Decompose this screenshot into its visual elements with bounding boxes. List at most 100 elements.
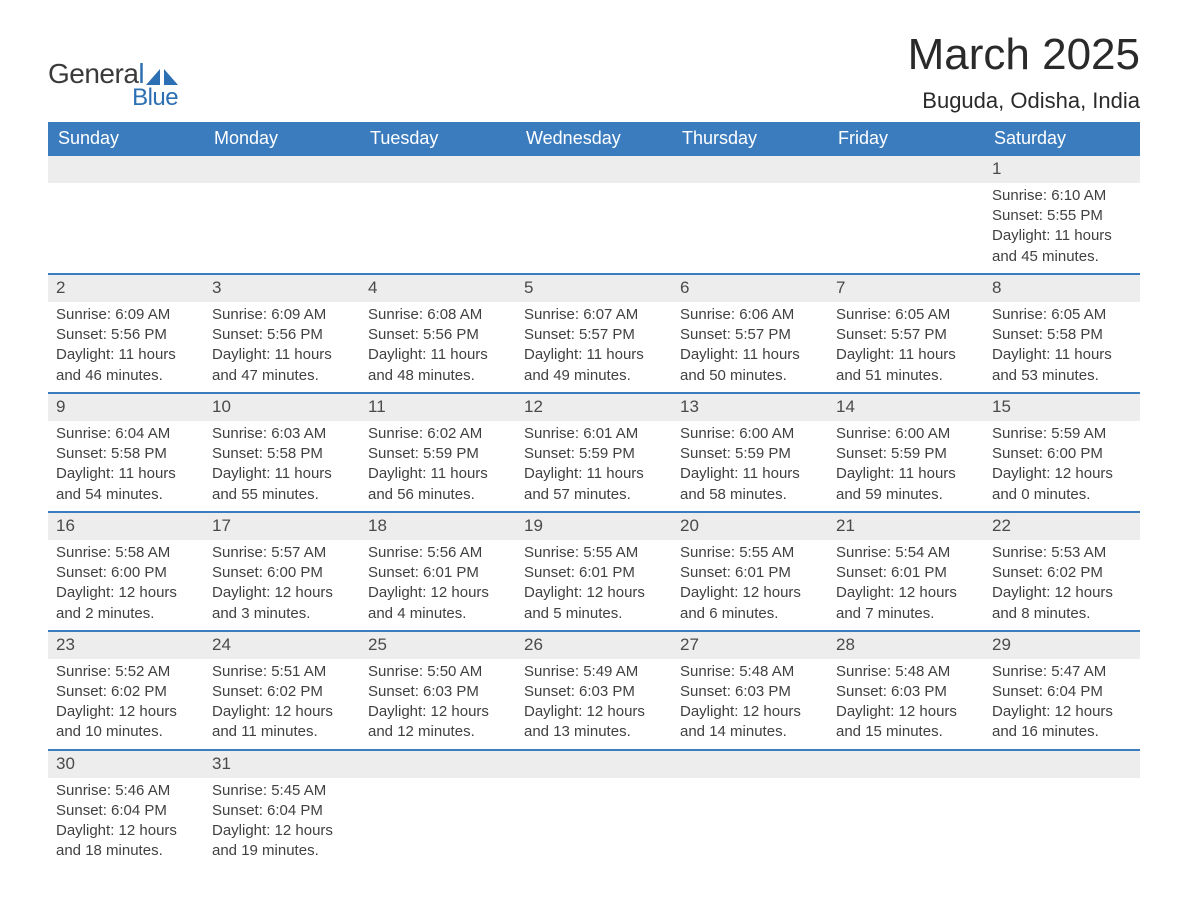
day-number-cell: 15 bbox=[984, 393, 1140, 421]
dow-header: Saturday bbox=[984, 122, 1140, 156]
calendar-table: Sunday Monday Tuesday Wednesday Thursday… bbox=[48, 122, 1140, 868]
day-detail-cell: Sunrise: 6:00 AMSunset: 5:59 PMDaylight:… bbox=[672, 421, 828, 512]
day-number-cell bbox=[672, 750, 828, 778]
day-detail-cell: Sunrise: 5:59 AMSunset: 6:00 PMDaylight:… bbox=[984, 421, 1140, 512]
day-detail-cell: Sunrise: 5:47 AMSunset: 6:04 PMDaylight:… bbox=[984, 659, 1140, 750]
day-number-cell bbox=[48, 156, 204, 183]
day-detail-cell bbox=[672, 183, 828, 274]
day-detail-row: Sunrise: 5:46 AMSunset: 6:04 PMDaylight:… bbox=[48, 778, 1140, 868]
day-number-cell: 21 bbox=[828, 512, 984, 540]
location: Buguda, Odisha, India bbox=[908, 88, 1140, 114]
day-detail-cell: Sunrise: 5:48 AMSunset: 6:03 PMDaylight:… bbox=[672, 659, 828, 750]
day-number-cell: 3 bbox=[204, 274, 360, 302]
day-detail-cell: Sunrise: 6:04 AMSunset: 5:58 PMDaylight:… bbox=[48, 421, 204, 512]
day-number-cell: 31 bbox=[204, 750, 360, 778]
day-detail-cell bbox=[360, 183, 516, 274]
day-number-cell: 9 bbox=[48, 393, 204, 421]
day-detail-cell: Sunrise: 5:54 AMSunset: 6:01 PMDaylight:… bbox=[828, 540, 984, 631]
day-number-cell: 8 bbox=[984, 274, 1140, 302]
day-detail-row: Sunrise: 6:10 AMSunset: 5:55 PMDaylight:… bbox=[48, 183, 1140, 274]
logo-triangle-icon bbox=[146, 69, 160, 85]
day-detail-cell bbox=[828, 778, 984, 868]
day-detail-cell: Sunrise: 6:02 AMSunset: 5:59 PMDaylight:… bbox=[360, 421, 516, 512]
day-detail-cell: Sunrise: 5:57 AMSunset: 6:00 PMDaylight:… bbox=[204, 540, 360, 631]
day-detail-row: Sunrise: 6:04 AMSunset: 5:58 PMDaylight:… bbox=[48, 421, 1140, 512]
day-detail-cell: Sunrise: 5:53 AMSunset: 6:02 PMDaylight:… bbox=[984, 540, 1140, 631]
day-number-cell bbox=[516, 750, 672, 778]
day-detail-row: Sunrise: 5:58 AMSunset: 6:00 PMDaylight:… bbox=[48, 540, 1140, 631]
day-number-cell bbox=[828, 750, 984, 778]
dow-header: Friday bbox=[828, 122, 984, 156]
day-number-cell bbox=[360, 750, 516, 778]
day-detail-cell: Sunrise: 5:45 AMSunset: 6:04 PMDaylight:… bbox=[204, 778, 360, 868]
day-number-cell: 16 bbox=[48, 512, 204, 540]
day-number-cell: 25 bbox=[360, 631, 516, 659]
day-number-cell: 4 bbox=[360, 274, 516, 302]
day-detail-cell: Sunrise: 5:50 AMSunset: 6:03 PMDaylight:… bbox=[360, 659, 516, 750]
day-detail-cell: Sunrise: 5:46 AMSunset: 6:04 PMDaylight:… bbox=[48, 778, 204, 868]
dow-header-row: Sunday Monday Tuesday Wednesday Thursday… bbox=[48, 122, 1140, 156]
dow-header: Sunday bbox=[48, 122, 204, 156]
logo-text-blue: Blue bbox=[130, 84, 178, 112]
month-title: March 2025 bbox=[908, 30, 1140, 80]
day-number-cell: 7 bbox=[828, 274, 984, 302]
day-detail-cell: Sunrise: 5:49 AMSunset: 6:03 PMDaylight:… bbox=[516, 659, 672, 750]
day-number-cell: 2 bbox=[48, 274, 204, 302]
day-detail-cell bbox=[516, 778, 672, 868]
dow-header: Tuesday bbox=[360, 122, 516, 156]
day-number-row: 9101112131415 bbox=[48, 393, 1140, 421]
day-number-cell: 22 bbox=[984, 512, 1140, 540]
day-detail-cell: Sunrise: 6:09 AMSunset: 5:56 PMDaylight:… bbox=[204, 302, 360, 393]
day-number-cell bbox=[516, 156, 672, 183]
day-detail-cell: Sunrise: 6:07 AMSunset: 5:57 PMDaylight:… bbox=[516, 302, 672, 393]
day-number-cell bbox=[984, 750, 1140, 778]
day-number-cell: 26 bbox=[516, 631, 672, 659]
day-detail-cell bbox=[672, 778, 828, 868]
day-number-cell: 28 bbox=[828, 631, 984, 659]
header: General Blue March 2025 Buguda, Odisha, … bbox=[48, 30, 1140, 114]
day-number-row: 16171819202122 bbox=[48, 512, 1140, 540]
day-number-row: 1 bbox=[48, 156, 1140, 183]
day-number-cell: 30 bbox=[48, 750, 204, 778]
day-detail-cell: Sunrise: 6:06 AMSunset: 5:57 PMDaylight:… bbox=[672, 302, 828, 393]
day-detail-cell: Sunrise: 6:01 AMSunset: 5:59 PMDaylight:… bbox=[516, 421, 672, 512]
day-detail-cell: Sunrise: 6:10 AMSunset: 5:55 PMDaylight:… bbox=[984, 183, 1140, 274]
day-number-cell: 29 bbox=[984, 631, 1140, 659]
day-detail-cell bbox=[360, 778, 516, 868]
day-number-cell bbox=[672, 156, 828, 183]
day-number-cell: 27 bbox=[672, 631, 828, 659]
day-detail-cell: Sunrise: 5:55 AMSunset: 6:01 PMDaylight:… bbox=[672, 540, 828, 631]
day-number-cell: 24 bbox=[204, 631, 360, 659]
day-detail-row: Sunrise: 6:09 AMSunset: 5:56 PMDaylight:… bbox=[48, 302, 1140, 393]
day-detail-cell: Sunrise: 5:55 AMSunset: 6:01 PMDaylight:… bbox=[516, 540, 672, 631]
day-detail-cell: Sunrise: 6:05 AMSunset: 5:57 PMDaylight:… bbox=[828, 302, 984, 393]
day-detail-cell: Sunrise: 6:08 AMSunset: 5:56 PMDaylight:… bbox=[360, 302, 516, 393]
day-detail-row: Sunrise: 5:52 AMSunset: 6:02 PMDaylight:… bbox=[48, 659, 1140, 750]
day-detail-cell: Sunrise: 5:58 AMSunset: 6:00 PMDaylight:… bbox=[48, 540, 204, 631]
day-number-cell: 23 bbox=[48, 631, 204, 659]
day-number-cell: 6 bbox=[672, 274, 828, 302]
day-detail-cell: Sunrise: 5:52 AMSunset: 6:02 PMDaylight:… bbox=[48, 659, 204, 750]
day-detail-cell: Sunrise: 6:09 AMSunset: 5:56 PMDaylight:… bbox=[48, 302, 204, 393]
day-number-cell: 18 bbox=[360, 512, 516, 540]
day-detail-cell: Sunrise: 6:05 AMSunset: 5:58 PMDaylight:… bbox=[984, 302, 1140, 393]
day-detail-cell: Sunrise: 5:48 AMSunset: 6:03 PMDaylight:… bbox=[828, 659, 984, 750]
day-detail-cell bbox=[828, 183, 984, 274]
day-detail-cell: Sunrise: 6:03 AMSunset: 5:58 PMDaylight:… bbox=[204, 421, 360, 512]
day-number-cell: 17 bbox=[204, 512, 360, 540]
day-number-cell: 19 bbox=[516, 512, 672, 540]
day-detail-cell bbox=[984, 778, 1140, 868]
day-number-cell: 20 bbox=[672, 512, 828, 540]
title-block: March 2025 Buguda, Odisha, India bbox=[908, 30, 1140, 114]
day-number-cell: 10 bbox=[204, 393, 360, 421]
day-number-cell bbox=[204, 156, 360, 183]
logo-triangle-icon bbox=[164, 69, 178, 85]
day-number-cell bbox=[828, 156, 984, 183]
day-detail-cell bbox=[204, 183, 360, 274]
day-number-cell: 11 bbox=[360, 393, 516, 421]
day-number-cell: 5 bbox=[516, 274, 672, 302]
day-detail-cell: Sunrise: 5:51 AMSunset: 6:02 PMDaylight:… bbox=[204, 659, 360, 750]
day-detail-cell bbox=[48, 183, 204, 274]
dow-header: Wednesday bbox=[516, 122, 672, 156]
day-number-row: 23242526272829 bbox=[48, 631, 1140, 659]
